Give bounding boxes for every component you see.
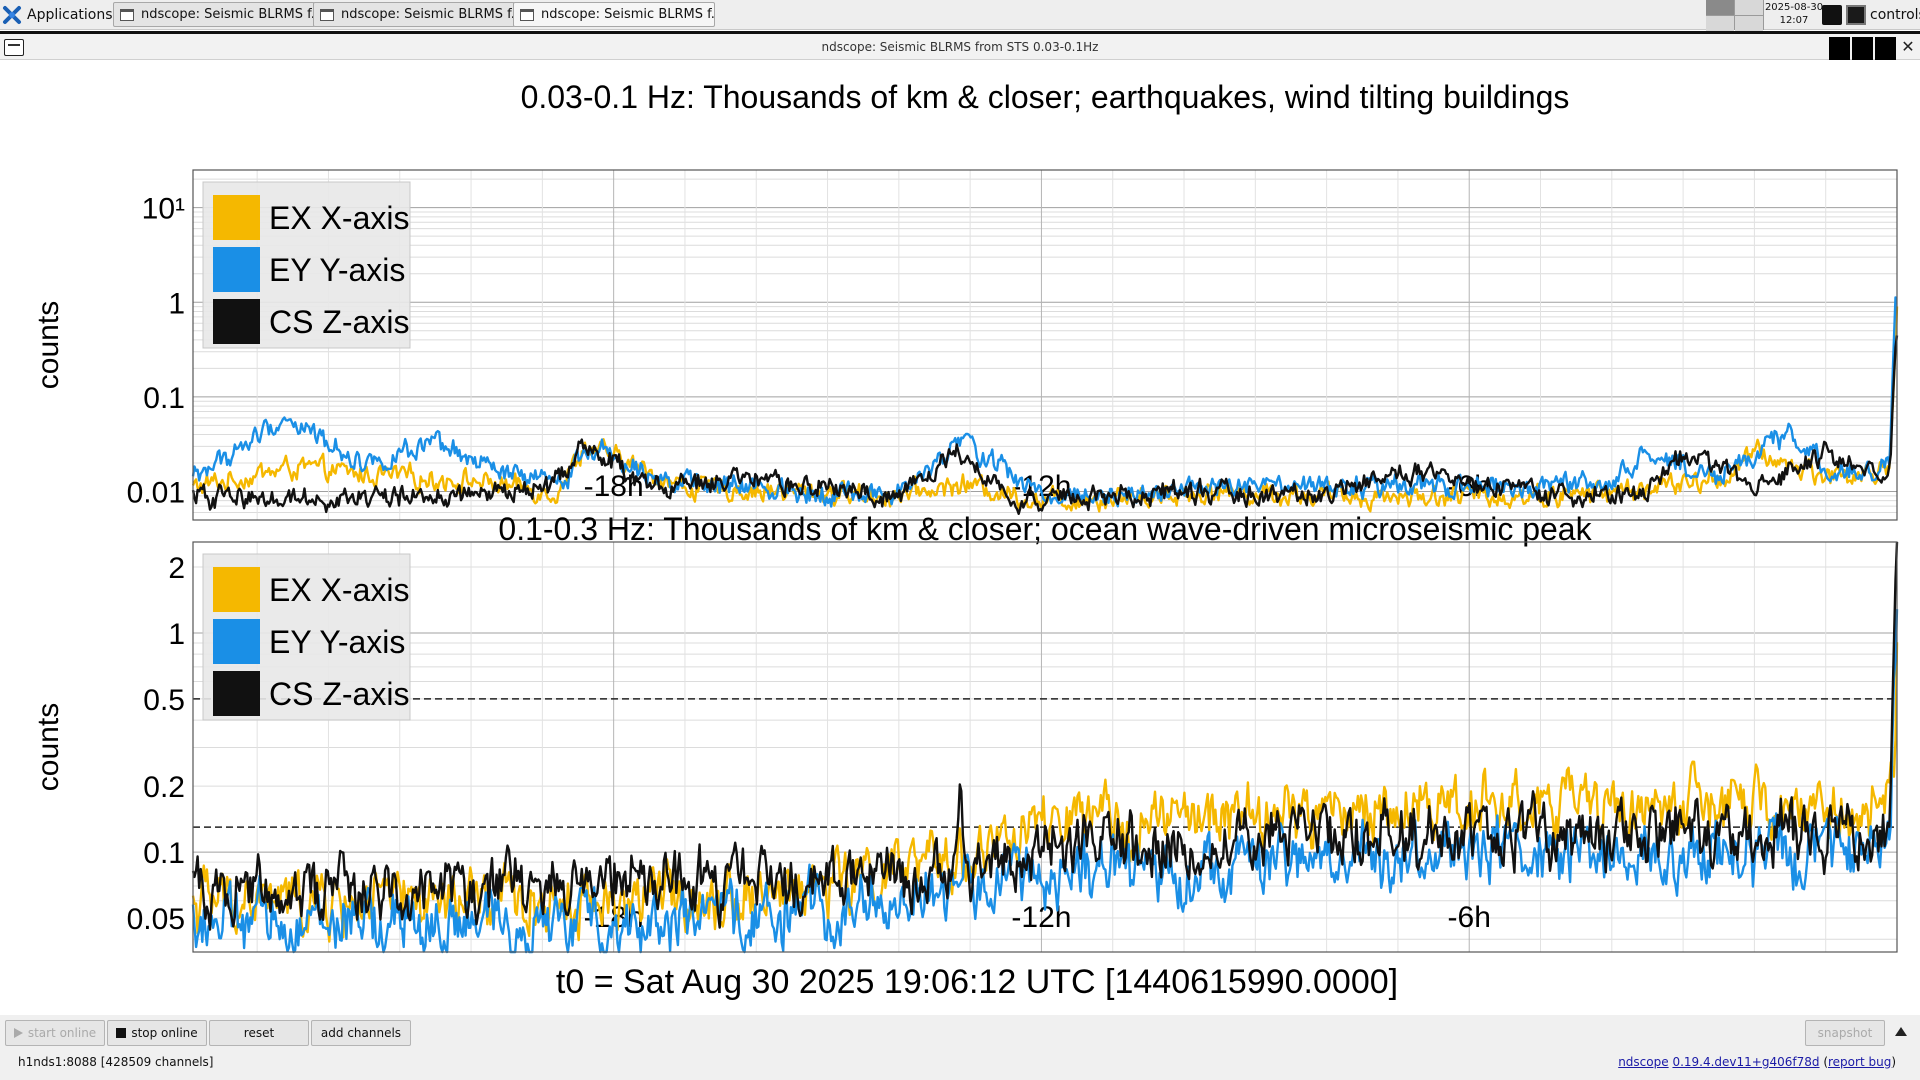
legend-label: EX X-axis [269, 572, 409, 608]
plot-legend[interactable]: EX X-axis EY Y-axis CS Z-axis [202, 553, 411, 721]
close-icon[interactable]: ✕ [1901, 37, 1915, 56]
legend-label: CS Z-axis [269, 676, 409, 712]
workspace-3[interactable] [1706, 16, 1734, 31]
window-titlebar: ndscope: Seismic BLRMS from STS 0.03-0.1… [0, 31, 1920, 60]
desktop-taskbar: Applications ndscope: Seismic BLRMS f...… [0, 0, 1920, 31]
add-channels-button[interactable]: add channels [311, 1020, 411, 1046]
plot-area: 0.03-0.1 Hz: Thousands of km & closer; e… [0, 60, 1920, 1015]
y-tick-label: 0.01 [127, 477, 185, 510]
plot-title: 0.1-0.3 Hz: Thousands of km & closer; oc… [498, 511, 1592, 547]
applications-menu[interactable]: Applications [2, 3, 113, 27]
tray-network-icon[interactable] [1846, 5, 1866, 25]
clock-date: 2025-08-30 [1764, 2, 1824, 13]
stop-online-label: stop online [131, 1026, 198, 1040]
window-title: ndscope: Seismic BLRMS from STS 0.03-0.1… [821, 40, 1099, 54]
y-tick-label: 0.05 [127, 903, 185, 936]
y-tick-label: 1 [168, 618, 185, 651]
applications-label: Applications [27, 7, 113, 23]
window-button-1[interactable] [1829, 37, 1850, 60]
plot-2[interactable]: 0.1-0.3 Hz: Thousands of km & closer; oc… [32, 511, 1899, 954]
plot-title: 0.03-0.1 Hz: Thousands of km & closer; e… [521, 79, 1570, 115]
server-status: h1nds1:8088 [428509 channels] [18, 1055, 214, 1069]
plot-frame [192, 169, 1898, 521]
legend-swatch-ey [213, 619, 260, 664]
taskbar-window-label: ndscope: Seismic BLRMS f... [341, 7, 515, 22]
plot-frame [192, 541, 1898, 953]
series-line-ex [191, 306, 1899, 513]
stop-online-button[interactable]: stop online [107, 1020, 207, 1046]
window-menu-icon[interactable] [4, 39, 24, 56]
series-line-cs [191, 335, 1899, 515]
legend-label: CS Z-axis [269, 304, 409, 340]
panel-clock[interactable]: 2025-08-30 12:07 [1764, 1, 1824, 29]
series-line-ey [191, 609, 1899, 954]
window-button-2[interactable] [1852, 37, 1873, 60]
start-online-label: start online [27, 1026, 97, 1040]
plot-legend[interactable]: EX X-axis EY Y-axis CS Z-axis [202, 181, 411, 349]
plot-1[interactable]: 0.03-0.1 Hz: Thousands of km & closer; e… [32, 79, 1899, 521]
legend-swatch-ex [213, 567, 260, 612]
y-tick-label: 0.2 [143, 771, 185, 804]
x-tick-label: -6h [1448, 901, 1491, 934]
version-link[interactable]: 0.19.4.dev11+g406f78d [1672, 1055, 1820, 1069]
workspace-switcher[interactable] [1706, 0, 1764, 31]
window-icon [320, 8, 334, 21]
series-line-cs [191, 541, 1899, 931]
y-tick-label: 0.1 [143, 382, 185, 415]
clock-time: 12:07 [1779, 15, 1809, 26]
ndscope-link[interactable]: ndscope [1618, 1055, 1669, 1069]
snapshot-button[interactable]: snapshot [1805, 1020, 1885, 1046]
t0-label: t0 = Sat Aug 30 2025 19:06:12 UTC [14406… [556, 963, 1398, 1001]
plots-canvas: 0.03-0.1 Hz: Thousands of km & closer; e… [32, 79, 1899, 1001]
taskbar-window-3[interactable]: ndscope: Seismic BLRMS f... [513, 2, 715, 27]
y-axis-label: counts [32, 301, 65, 389]
collapse-toggle-icon[interactable] [1895, 1027, 1907, 1036]
legend-label: EY Y-axis [269, 252, 405, 288]
version-info: ndscope 0.19.4.dev11+g406f78d (report bu… [1618, 1055, 1896, 1069]
report-bug-link[interactable]: report bug [1828, 1055, 1892, 1069]
y-tick-label: 10¹ [142, 193, 185, 226]
workspace-4[interactable] [1735, 16, 1763, 31]
taskbar-window-2[interactable]: ndscope: Seismic BLRMS f... [313, 2, 515, 27]
window-icon [520, 8, 534, 21]
legend-swatch-ex [213, 195, 260, 240]
reset-button[interactable]: reset [209, 1020, 309, 1046]
window-button-3[interactable] [1875, 37, 1896, 60]
y-axis-label: counts [32, 703, 65, 791]
workspace-1[interactable] [1706, 0, 1734, 15]
workspace-2[interactable] [1735, 0, 1763, 15]
legend-swatch-cs [213, 299, 260, 344]
taskbar-window-label: ndscope: Seismic BLRMS f... [141, 7, 315, 22]
user-menu[interactable]: controls [1870, 7, 1920, 23]
y-tick-label: 2 [168, 552, 185, 585]
window-icon [120, 8, 134, 21]
taskbar-window-label: ndscope: Seismic BLRMS f... [541, 7, 715, 22]
x-tick-label: -12h [1011, 901, 1071, 934]
series-line-ey [191, 296, 1898, 508]
tray-app-icon[interactable] [1822, 5, 1842, 25]
x-tick-label: -18h [584, 470, 644, 503]
y-tick-label: 0.1 [143, 837, 185, 870]
legend-label: EX X-axis [269, 200, 409, 236]
control-bar: start online stop online reset add chann… [0, 1015, 1920, 1080]
legend-swatch-cs [213, 671, 260, 716]
taskbar-window-1[interactable]: ndscope: Seismic BLRMS f... [113, 2, 315, 27]
play-icon [13, 1028, 23, 1038]
legend-swatch-ey [213, 247, 260, 292]
start-online-button[interactable]: start online [5, 1020, 105, 1046]
legend-label: EY Y-axis [269, 624, 405, 660]
y-tick-label: 1 [168, 287, 185, 320]
xfce-logo-icon [3, 6, 21, 24]
y-tick-label: 0.5 [143, 684, 185, 717]
stop-icon [116, 1028, 127, 1038]
